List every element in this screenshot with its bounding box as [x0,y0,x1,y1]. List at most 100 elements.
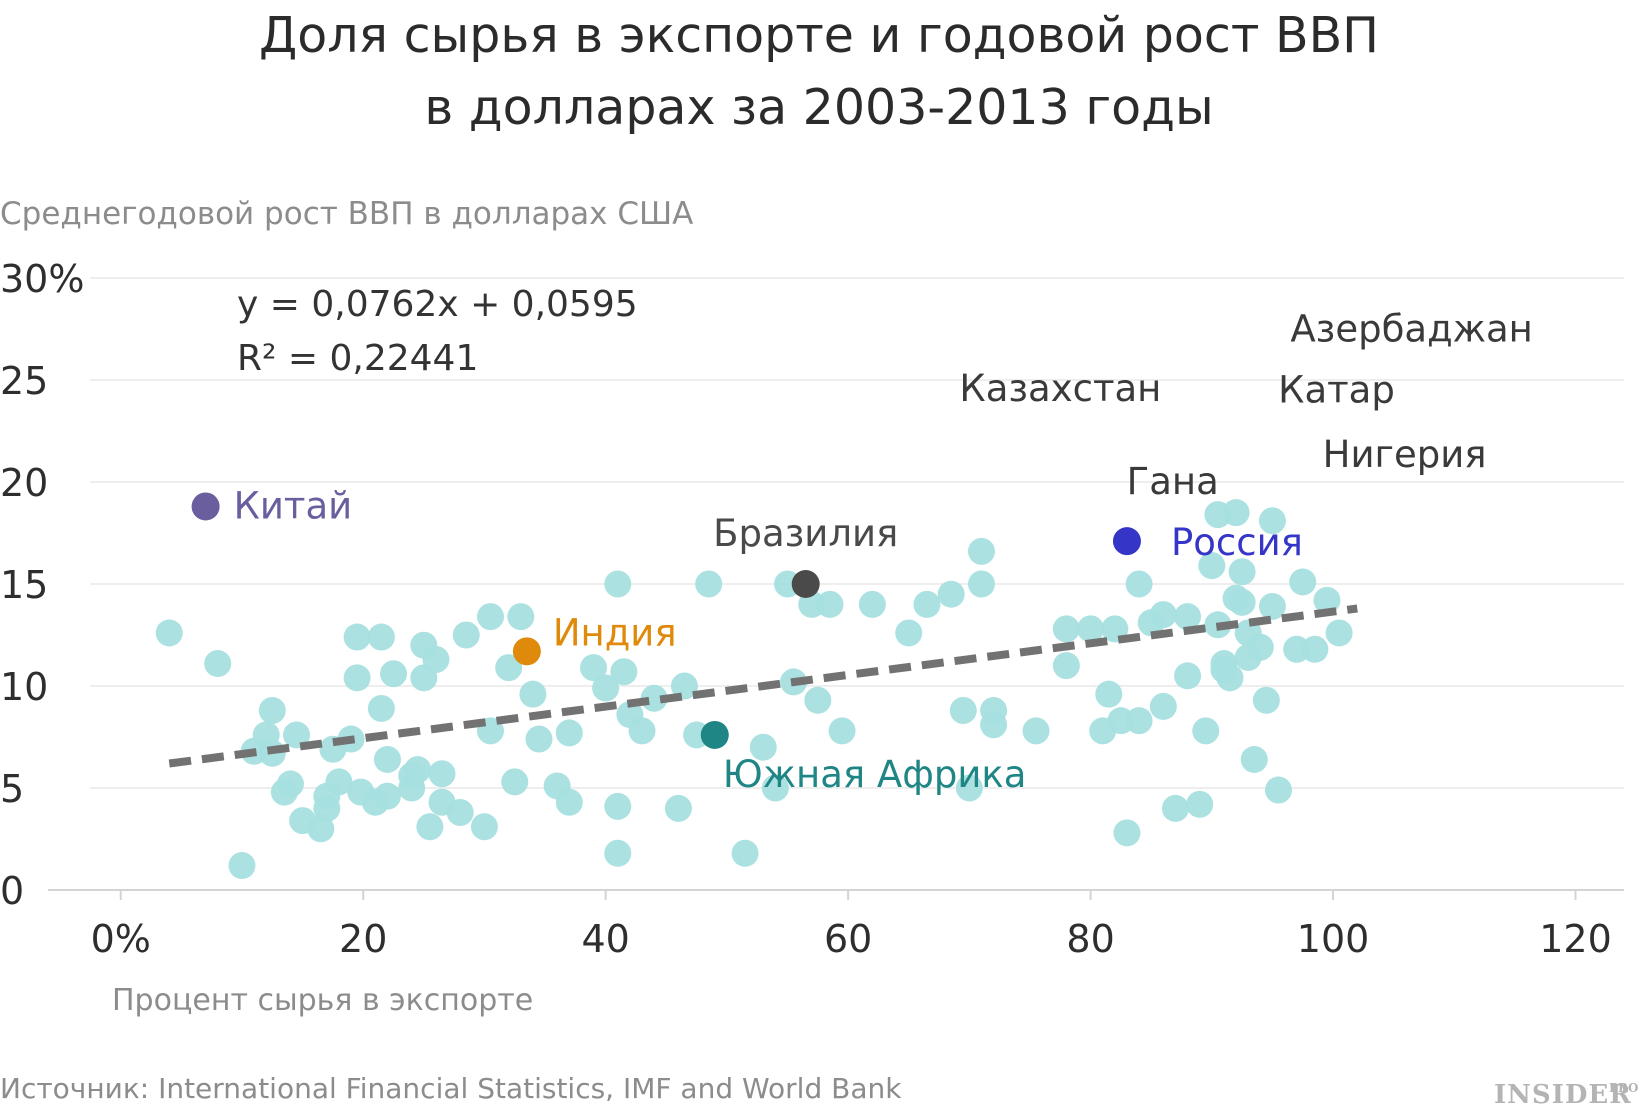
scatter-point [507,603,535,631]
scatter-point [604,570,632,598]
scatter-point [501,768,529,796]
scatter-point [895,619,923,647]
scatter-point [1301,635,1329,663]
scatter-point [1174,662,1202,690]
scatter-point [967,570,995,598]
scatter-point [1258,592,1286,620]
country-1-label: Индия [553,611,677,654]
scatter-point [1052,615,1080,643]
scatter-point [670,672,698,700]
scatter-point [749,733,777,761]
scatter-point [325,768,353,796]
y-tick-label-5: 5 [0,767,24,811]
scatter-point [804,686,832,714]
logo-main: INSIDER [1494,1080,1632,1107]
scatter-point [1258,507,1286,535]
scatter-point [858,590,886,618]
scatter-point [1228,588,1256,616]
scatter-point [1240,745,1268,773]
x-tick-label-60: 60 [824,917,872,961]
scatter-point [980,711,1008,739]
scatter-point [1125,707,1153,735]
scatter-point [816,590,844,618]
scatter-point [416,813,444,841]
country-8-label: Нигерия [1323,433,1487,476]
scatter-point [828,717,856,745]
country-0-point [191,492,220,521]
trendline-group [168,604,1358,768]
chart-title-line-2: в долларах за 2003-2013 годы [424,79,1213,136]
scatter-point [580,654,608,682]
country-3-label: Южная Африка [723,753,1027,796]
scatter-point [519,680,547,708]
y-tick-label-10: 10 [0,665,48,709]
country-0-label: Китай [234,484,353,527]
scatter-point [1149,692,1177,720]
x-tick-label-0: 0% [91,917,151,961]
regression-equation: y = 0,0762x + 0,0595 [237,284,638,325]
x-axis [48,889,1624,900]
scatter-point [404,756,432,784]
scatter-point [276,770,304,798]
y-tick-label-0: 0 [0,869,24,913]
scatter-point [949,696,977,724]
source-note: Источник: International Financial Statis… [0,1072,902,1105]
scatter-point [555,719,583,747]
scatter-point [1052,652,1080,680]
trendline [168,604,1358,768]
scatter-point [1077,615,1105,643]
scatter-point [955,774,983,802]
country-4-label: Россия [1171,521,1303,564]
y-tick-label-30: 30% [0,257,84,301]
scatter-point [1022,717,1050,745]
scatter-point [1228,558,1256,586]
scatter-point [283,721,311,749]
insider-pro-logo: INSIDER PRO [1494,1080,1638,1107]
y-tick-label-15: 15 [0,563,48,607]
scatter-point [1095,680,1123,708]
scatter-point [604,839,632,867]
country-1-point [512,637,541,666]
country-9-label: Гана [1127,460,1219,503]
x-axis-label: Процент сырья в экспорте [112,983,533,1018]
scatter-point [1192,717,1220,745]
scatter-point [446,798,474,826]
scatter-point [228,852,256,880]
scatter-point [1289,568,1317,596]
scatter-point [380,660,408,688]
logo-suffix: PRO [1609,1081,1638,1095]
scatter-point [1149,601,1177,629]
scatter-point [258,696,286,724]
scatter-point [913,590,941,618]
scatter-point [555,788,583,816]
scatter-point [1186,790,1214,818]
scatter-point [628,717,656,745]
scatter-point [307,815,335,843]
scatter-point [1222,499,1250,527]
scatter-point [343,664,371,692]
scatter-point [204,650,232,678]
scatter-point [592,674,620,702]
country-6-label: Казахстан [959,367,1161,410]
scatter-point [428,760,456,788]
scatter-point [470,813,498,841]
country-2-point [791,570,820,598]
r-squared: R² = 0,22441 [237,338,478,379]
scatter-point [695,570,723,598]
x-axis-ticks: 0% 20 40 60 80 100 120 [91,917,1612,961]
scatter-point [367,694,395,722]
y-tick-label-25: 25 [0,359,48,403]
scatter-point [1246,633,1274,661]
scatter-point [343,623,371,651]
scatter-point [373,782,401,810]
scatter-point [664,794,692,822]
scatter-point [1313,586,1341,614]
scatter-point [604,792,632,820]
scatter-point [155,619,183,647]
scatter-point [1264,776,1292,804]
y-axis-label: Среднегодовой рост ВВП в долларах США [0,196,693,232]
y-tick-label-20: 20 [0,461,48,505]
x-tick-label-120: 120 [1539,917,1612,961]
scatter-point [373,745,401,773]
